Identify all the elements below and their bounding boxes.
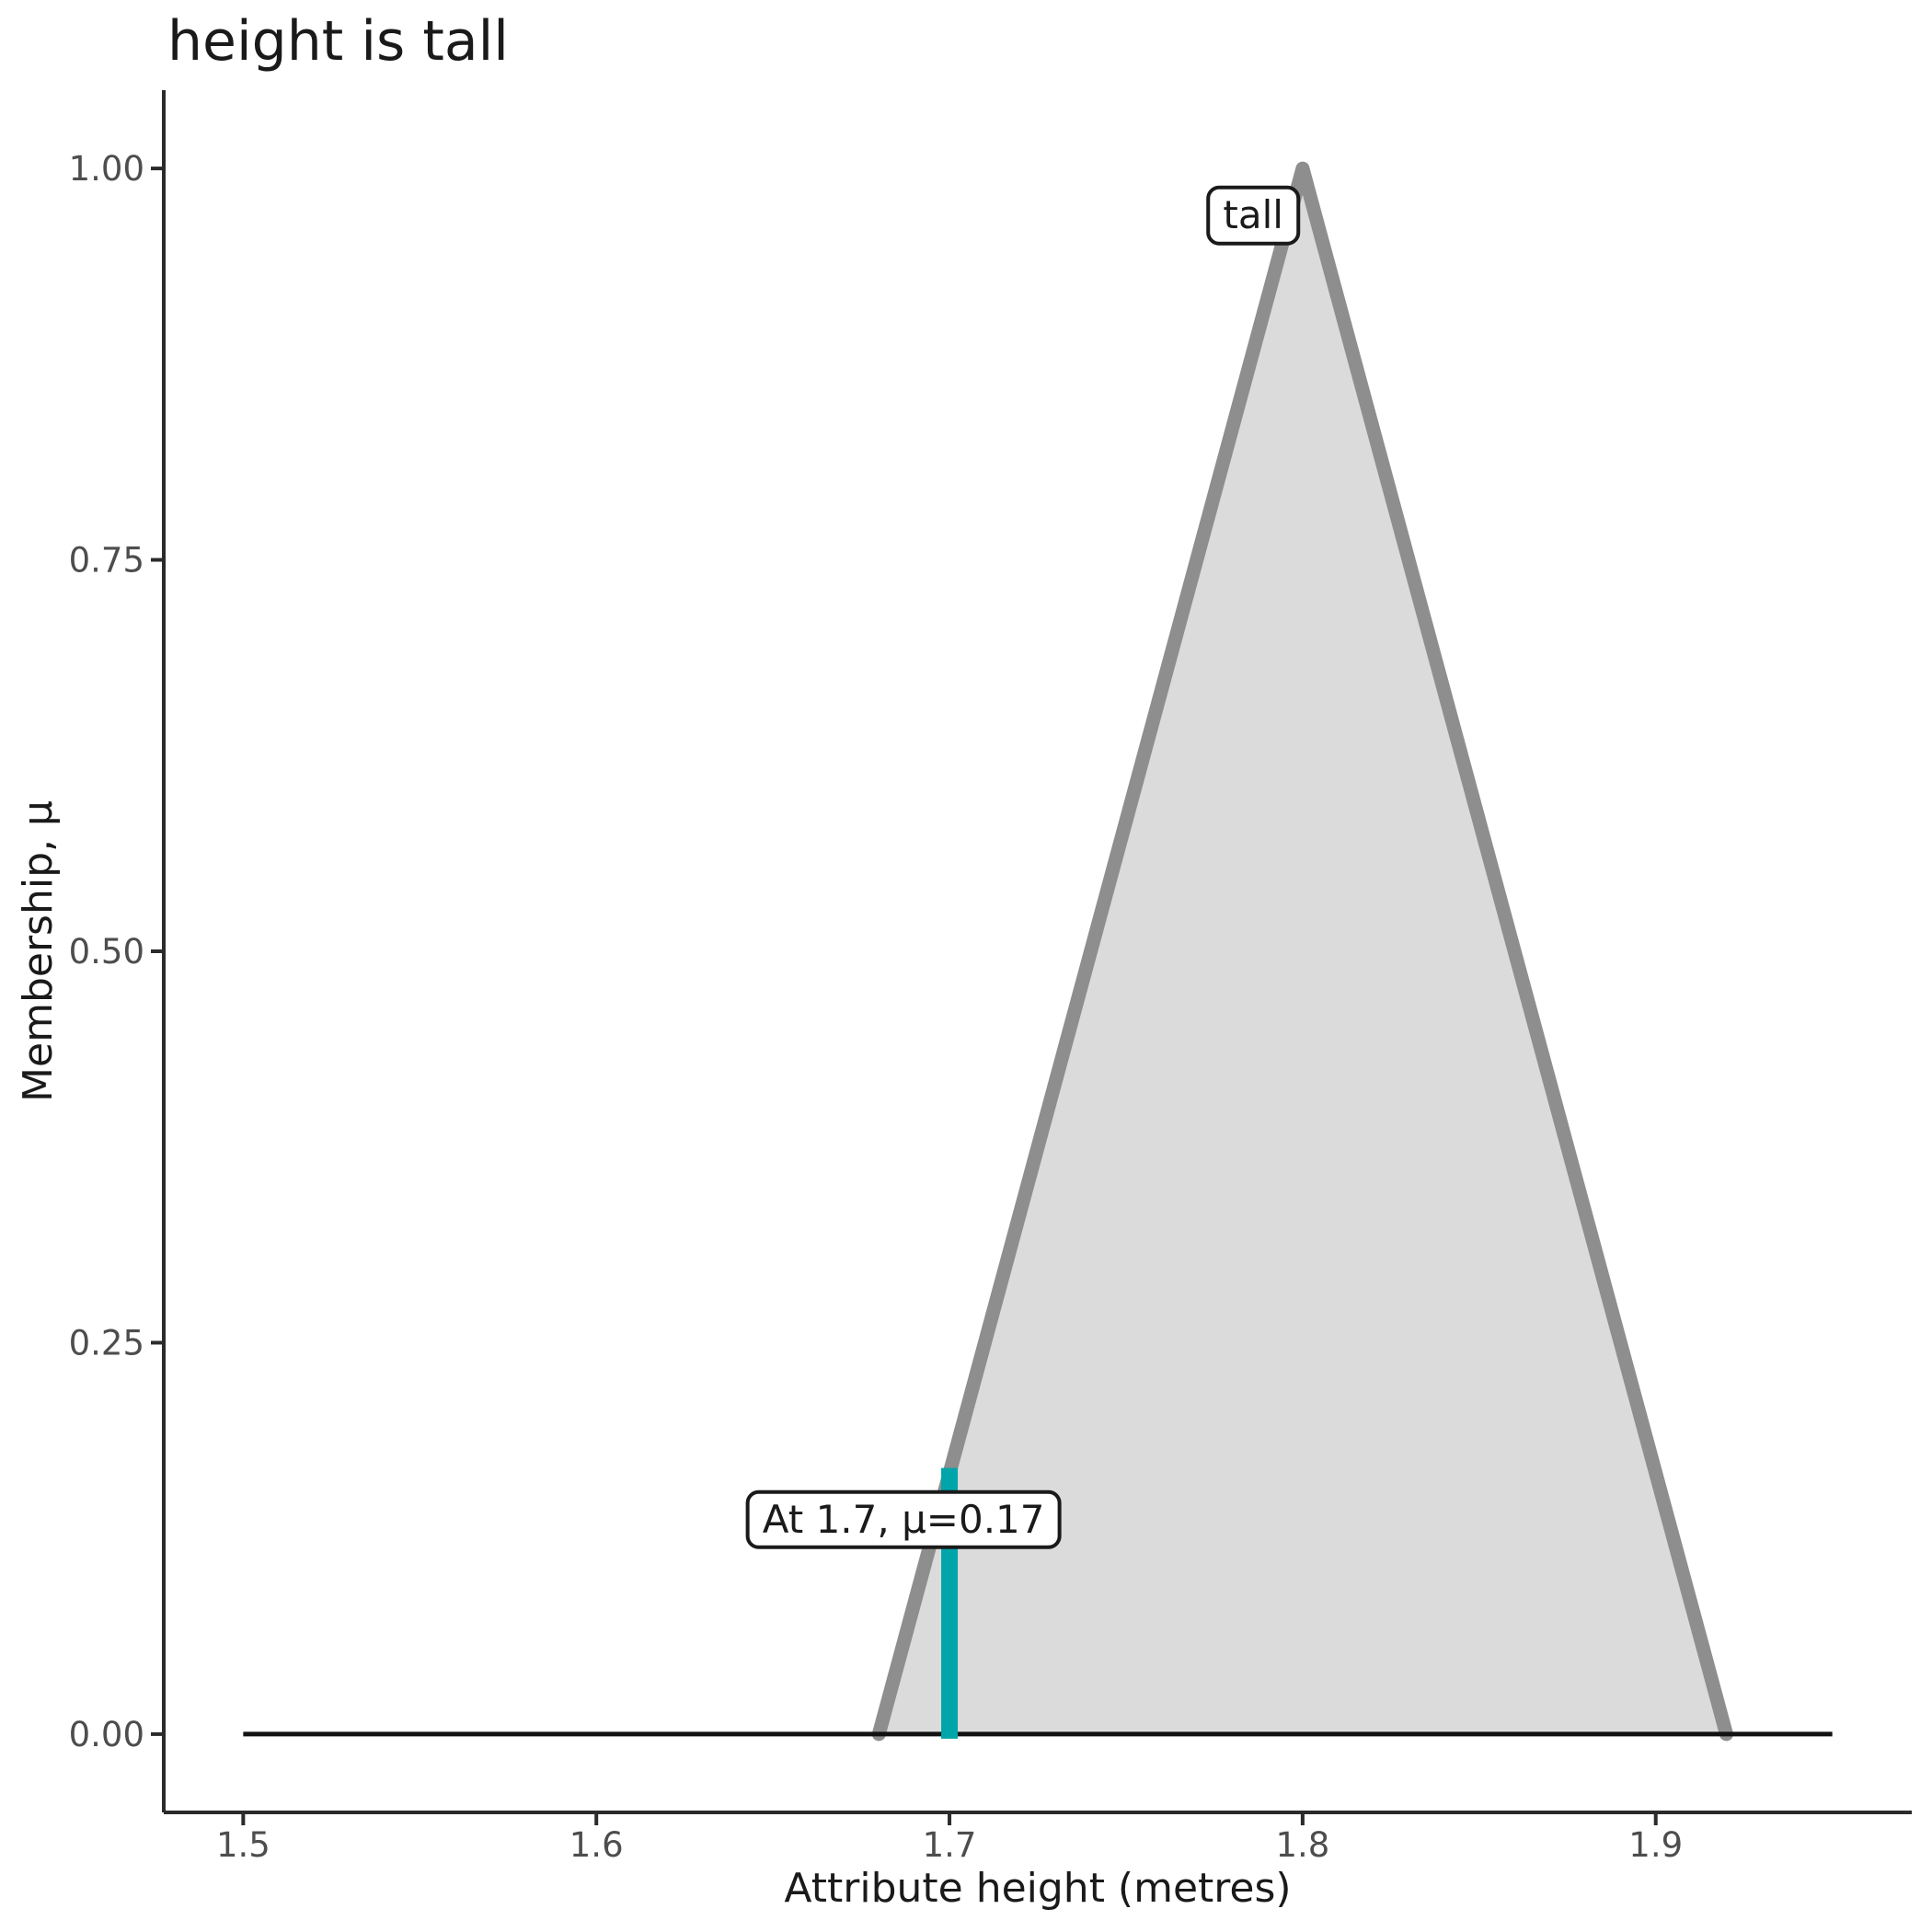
membership-area bbox=[879, 168, 1727, 1734]
x-tick-label: 1.7 bbox=[923, 1825, 977, 1865]
set-label: tall bbox=[1206, 185, 1300, 246]
x-tick-label: 1.9 bbox=[1628, 1825, 1683, 1865]
y-tick-label: 0.00 bbox=[69, 1715, 144, 1754]
x-tick-label: 1.6 bbox=[569, 1825, 624, 1865]
y-axis-ticks: 0.00 0.25 0.50 0.75 1.00 bbox=[69, 149, 164, 1754]
y-tick-label: 1.00 bbox=[69, 149, 144, 189]
chart-title: height is tall bbox=[167, 9, 509, 74]
membership-outline bbox=[871, 161, 1733, 1742]
membership-value-label: At 1.7, μ=0.17 bbox=[745, 1489, 1062, 1549]
x-tick-label: 1.5 bbox=[216, 1825, 270, 1865]
x-axis-title: Attribute height (metres) bbox=[784, 1865, 1291, 1912]
x-tick-label: 1.8 bbox=[1275, 1825, 1329, 1865]
y-tick-label: 0.75 bbox=[69, 541, 144, 581]
y-tick-label: 0.50 bbox=[69, 932, 144, 972]
y-axis-title: Membership, μ bbox=[15, 800, 62, 1102]
y-tick-label: 0.25 bbox=[69, 1323, 144, 1363]
x-axis-ticks: 1.5 1.6 1.7 1.8 1.9 bbox=[216, 1812, 1683, 1865]
